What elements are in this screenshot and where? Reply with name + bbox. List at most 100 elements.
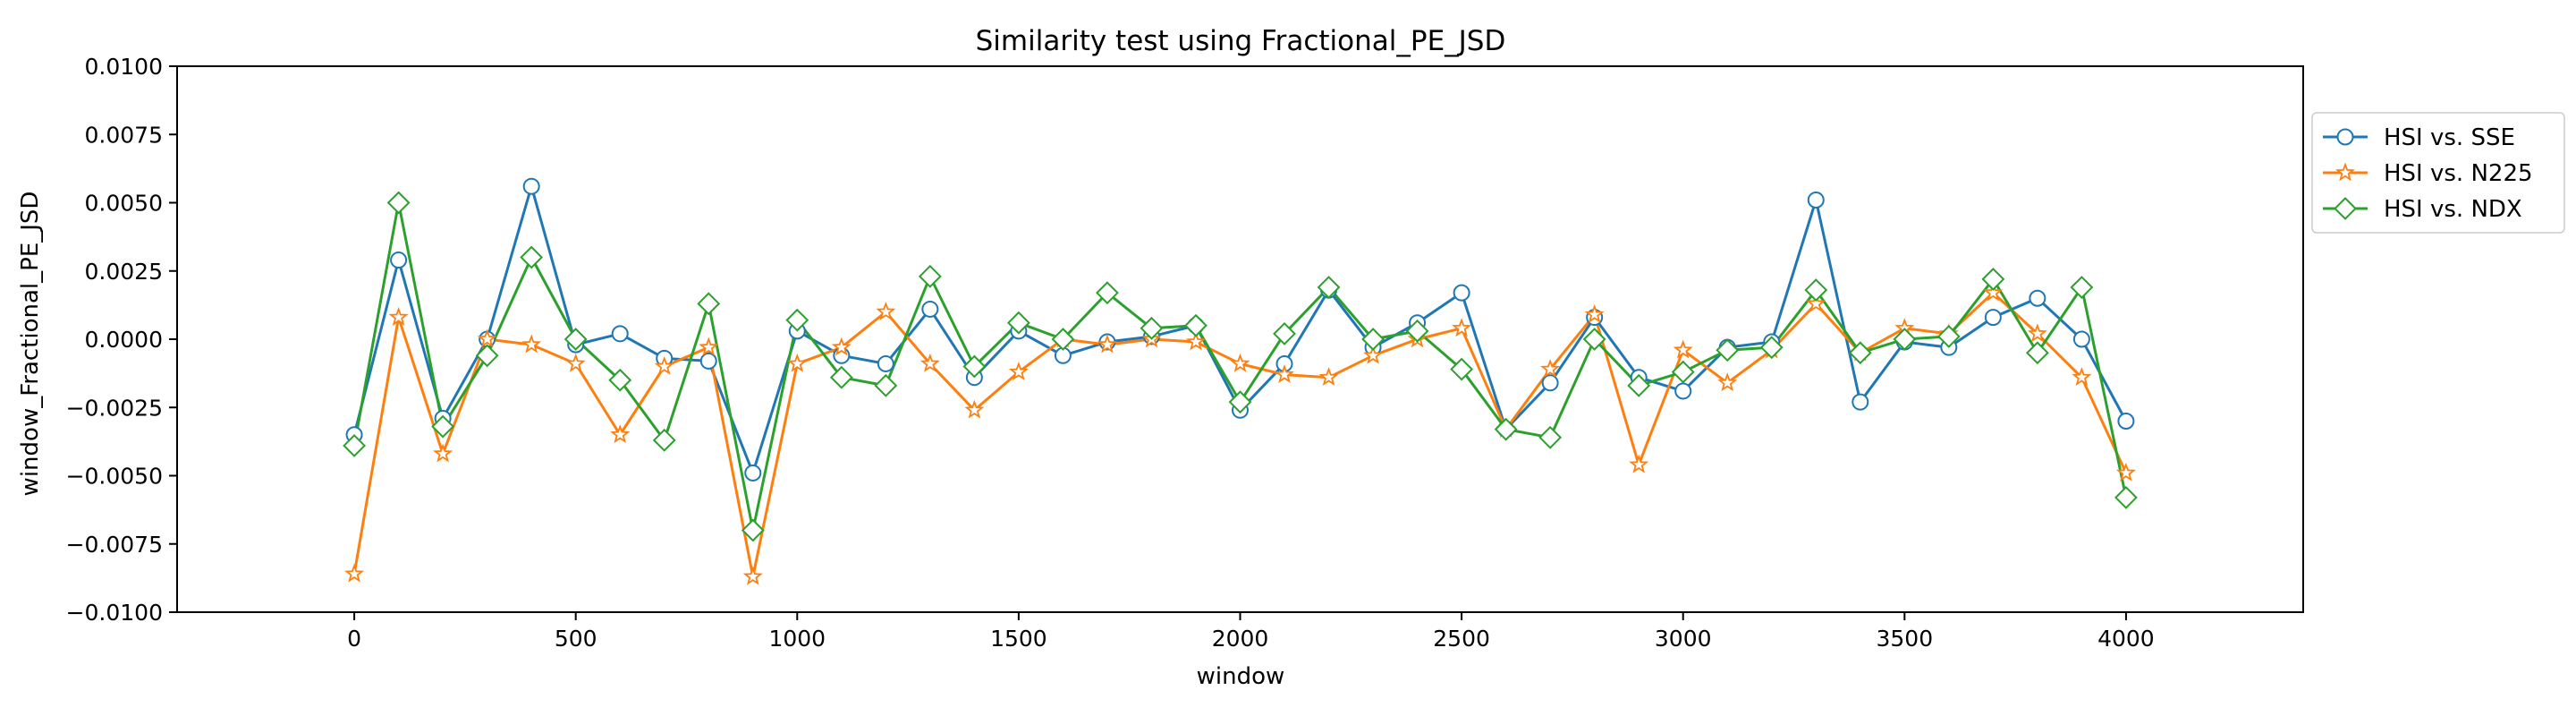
x-tick-label: 2000 <box>1212 626 1269 652</box>
data-point-series-2 <box>477 328 497 348</box>
data-point-series-3 <box>608 368 632 392</box>
y-tick-label: 0.0000 <box>85 327 163 353</box>
data-point-series-2 <box>1983 282 2004 302</box>
data-point-series-3 <box>386 191 411 215</box>
data-point-series-1 <box>390 251 408 269</box>
legend-box <box>2311 112 2565 234</box>
data-point-series-1 <box>699 352 717 370</box>
data-point-series-3 <box>697 292 721 316</box>
data-point-series-3 <box>1804 278 1828 303</box>
data-point-series-2 <box>964 399 985 419</box>
data-point-series-3 <box>652 428 676 452</box>
data-point-series-3 <box>918 264 942 288</box>
data-point-series-1 <box>2072 330 2090 348</box>
data-point-series-2 <box>433 443 453 463</box>
data-point-series-2 <box>344 563 365 583</box>
data-point-series-1 <box>1453 284 1470 302</box>
data-point-series-2 <box>1452 318 1472 337</box>
data-point-series-2 <box>1008 362 1029 380</box>
legend-marker-1 <box>2336 128 2354 146</box>
data-point-series-3 <box>1981 267 2005 291</box>
data-point-series-3 <box>343 434 366 457</box>
data-point-series-1 <box>1541 374 1559 392</box>
x-tick-label: 2500 <box>1433 626 1490 652</box>
data-point-series-1 <box>744 464 762 482</box>
data-point-series-2 <box>2027 323 2047 343</box>
data-point-series-1 <box>1674 382 1692 400</box>
data-point-series-2 <box>1230 353 1250 372</box>
data-point-series-3 <box>1893 328 1917 351</box>
data-point-series-1 <box>921 300 939 318</box>
data-point-series-3 <box>564 328 588 351</box>
data-point-series-3 <box>1671 360 1695 384</box>
data-point-series-1 <box>2117 413 2135 430</box>
data-point-series-2 <box>1097 334 1117 354</box>
data-point-series-3 <box>1848 341 1872 365</box>
y-tick-label: 0.0050 <box>85 191 163 217</box>
plot-area: 0 500 1000 1500 2000 2500 3000 3500 4000 −0.0100 −… <box>66 54 2304 652</box>
data-point-series-2 <box>1540 358 1561 378</box>
data-point-series-3 <box>874 373 898 397</box>
data-point-series-3 <box>2070 276 2094 299</box>
data-point-series-2 <box>2072 367 2092 387</box>
data-point-series-3 <box>1582 328 1606 351</box>
data-point-series-3 <box>520 245 544 269</box>
data-point-series-3 <box>1184 313 1208 337</box>
x-tick-label: 3500 <box>1877 626 1934 652</box>
data-point-series-2 <box>1629 454 1649 473</box>
data-point-series-3 <box>1361 328 1385 351</box>
y-axis-label: window_Fractional_PE_JSD <box>17 192 44 497</box>
data-point-series-2 <box>699 337 719 356</box>
data-point-series-1 <box>1807 191 1825 209</box>
data-point-series-3 <box>1006 311 1030 335</box>
data-point-series-1 <box>1852 393 1869 411</box>
data-point-series-2 <box>919 353 940 372</box>
data-point-series-3 <box>741 518 765 542</box>
data-point-series-2 <box>742 566 763 585</box>
data-point-series-2 <box>565 353 586 372</box>
x-tick-label: 0 <box>347 626 361 652</box>
data-point-series-3 <box>1228 390 1252 414</box>
x-axis-label: window <box>1197 663 1285 690</box>
data-point-series-1 <box>877 354 894 372</box>
data-point-series-3 <box>785 308 809 332</box>
data-point-series-2 <box>1673 339 1693 359</box>
legend-marker-2 <box>2335 162 2355 182</box>
data-point-series-2 <box>1318 367 1339 387</box>
data-point-series-3 <box>1716 338 1740 362</box>
data-point-series-2 <box>1363 345 1384 364</box>
data-point-series-2 <box>876 301 896 320</box>
chart-title: Similarity test using Fractional_PE_JSD <box>976 25 1506 57</box>
data-point-series-2 <box>388 307 409 326</box>
data-point-series-3 <box>962 354 987 379</box>
data-point-series-2 <box>2115 462 2136 482</box>
y-tick-label: −0.0025 <box>66 395 163 421</box>
data-point-series-3 <box>2025 341 2049 365</box>
data-point-series-3 <box>2114 485 2138 509</box>
legend-label-2: HSI vs. N225 <box>2384 160 2533 187</box>
legend-marker-3 <box>2334 197 2357 220</box>
y-tick-label: 0.0075 <box>85 122 163 148</box>
data-point-series-3 <box>1317 276 1341 299</box>
data-point-series-3 <box>1494 417 1518 441</box>
data-point-series-1 <box>611 325 629 343</box>
data-point-series-3 <box>1273 321 1296 345</box>
y-tick-label: 0.0100 <box>85 54 163 80</box>
data-point-series-3 <box>1405 319 1429 343</box>
data-point-series-3 <box>1051 328 1075 351</box>
data-point-series-2 <box>1275 364 1295 383</box>
data-point-series-2 <box>831 337 852 356</box>
data-point-series-3 <box>431 414 455 439</box>
x-tick-label: 3000 <box>1655 626 1712 652</box>
data-point-series-2 <box>610 424 631 444</box>
y-tick-label: 0.0025 <box>85 259 163 285</box>
legend-label-1: HSI vs. SSE <box>2384 124 2515 151</box>
data-point-series-3 <box>1759 336 1784 360</box>
legend-label-3: HSI vs. NDX <box>2384 196 2522 223</box>
data-point-series-3 <box>1450 357 1474 381</box>
y-tick-label: −0.0100 <box>66 600 163 626</box>
data-point-series-3 <box>1538 425 1563 449</box>
data-point-series-2 <box>1717 372 1738 392</box>
data-point-series-3 <box>829 365 853 389</box>
